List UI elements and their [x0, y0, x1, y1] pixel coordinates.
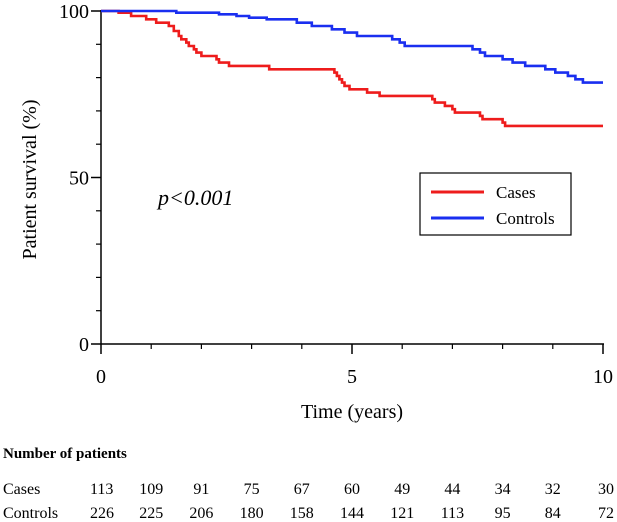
y-axis-title: Patient survival (%) [19, 100, 41, 260]
risk-value: 113 [90, 481, 113, 498]
series-line-controls [101, 9, 603, 84]
risk-value: 158 [290, 505, 314, 522]
series-line-cases [101, 9, 603, 128]
risk-row-label: Controls [3, 505, 58, 522]
risk-value: 84 [545, 505, 561, 522]
legend-box [419, 172, 572, 236]
risk-value: 67 [294, 481, 310, 498]
y-tick-label: 50 [69, 168, 89, 190]
legend-label-controls: Controls [496, 209, 555, 228]
y-tick-label: 0 [79, 334, 89, 356]
risk-value: 226 [90, 505, 114, 522]
risk-value: 60 [344, 481, 360, 498]
risk-row-label: Cases [3, 481, 40, 498]
risk-value: 144 [340, 505, 364, 522]
risk-value: 72 [598, 505, 614, 522]
risk-value: 121 [390, 505, 414, 522]
x-tick-label: 5 [347, 366, 357, 388]
risk-value: 75 [244, 481, 260, 498]
x-axis-title: Time (years) [301, 401, 403, 423]
survival-curves [101, 9, 603, 128]
risk-value: 32 [545, 481, 561, 498]
risk-value: 49 [394, 481, 410, 498]
legend-label-cases: Cases [496, 183, 536, 202]
x-tick-label: 10 [593, 366, 613, 388]
axes: 0 50 100 0 5 10 Time (years) Patient survival (… [19, 1, 613, 423]
risk-value: 113 [441, 505, 464, 522]
legend: Cases Controls [419, 172, 572, 236]
risk-value: 109 [139, 481, 163, 498]
risk-value: 206 [189, 505, 213, 522]
risk-value: 180 [240, 505, 264, 522]
p-value-annotation: p<0.001 [156, 185, 233, 210]
risk-table-title: Number of patients [3, 446, 127, 462]
y-tick-label: 100 [59, 1, 89, 23]
risk-value: 34 [495, 481, 511, 498]
x-tick-label: 0 [96, 366, 106, 388]
risk-value: 95 [495, 505, 511, 522]
risk-value: 44 [444, 481, 460, 498]
risk-value: 225 [139, 505, 163, 522]
risk-value: 30 [598, 481, 614, 498]
risk-value: 91 [193, 481, 209, 498]
risk-table: Cases 113 109 91 75 67 60 49 44 34 32 30 Controls 226… [3, 481, 614, 522]
